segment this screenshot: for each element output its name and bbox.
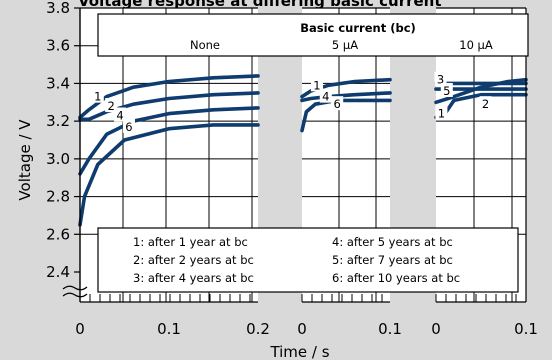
curve-label-bg xyxy=(440,82,453,97)
series-line-6 xyxy=(78,123,260,227)
y-tick-label: 3.2 xyxy=(46,112,70,130)
y-axis-title: Voltage / V xyxy=(16,119,34,201)
curve-key-entry-6: 6: after 10 years at bc xyxy=(332,271,460,285)
curve-label-4: 4 xyxy=(322,90,329,104)
curve-label-2: 2 xyxy=(482,97,489,111)
curve-key-entry-4: 4: after 5 years at bc xyxy=(332,235,453,249)
curve-label-bg xyxy=(91,88,104,103)
curve-label-bg xyxy=(122,118,135,133)
curve-key-entry-1: 1: after 1 year at bc xyxy=(133,235,248,249)
legend-entry-5ua: 5 µA xyxy=(332,38,358,52)
curve-key-entry-2: 2: after 2 years at bc xyxy=(133,253,254,267)
curve-key-entry-3: 3: after 4 years at bc xyxy=(133,271,254,285)
y-tick-label: 3.8 xyxy=(46,0,70,17)
curve-label-1: 1 xyxy=(94,90,101,104)
y-tick-label: 3.6 xyxy=(46,37,70,55)
legend: Basic current (bc) None 5 µA 10 µA xyxy=(97,13,529,57)
x-tick-label: 0.1 xyxy=(514,320,538,338)
legend-title: Basic current (bc) xyxy=(300,21,416,35)
curve-label-1: 1 xyxy=(313,78,320,92)
curve-label-1: 1 xyxy=(438,107,445,121)
y-tick-label: 3.0 xyxy=(46,150,70,168)
curve-label-bg xyxy=(479,96,492,111)
x-tick-label: 0 xyxy=(431,320,441,338)
curve-label-bg xyxy=(435,105,448,120)
curve-label-bg xyxy=(310,77,323,92)
legend-entry-none: None xyxy=(190,38,220,52)
chart-title: Voltage response at differing basic curr… xyxy=(78,0,442,10)
series-line-1 xyxy=(78,74,260,120)
tick-labels: 2.4 2.6 2.8 3.0 3.2 3.4 3.6 3.8 0 0.1 0.2 0 0.1 0 0.1 xyxy=(46,0,538,338)
series-line-2 xyxy=(78,91,260,122)
curve-key-entry-5: 5: after 7 years at bc xyxy=(332,253,453,267)
x-tick-label: 0 xyxy=(75,320,85,338)
x-tick-label: 0.1 xyxy=(157,320,181,338)
series-line-1 xyxy=(300,77,392,99)
curve-label-6: 6 xyxy=(125,120,132,134)
x-tick-label: 0.1 xyxy=(378,320,402,338)
curve-label-2: 2 xyxy=(107,99,114,113)
legend-box xyxy=(97,13,529,57)
series-line-2 xyxy=(434,77,528,105)
curve-label-4: 4 xyxy=(116,108,123,122)
curve-key-box xyxy=(97,227,519,293)
y-tick-label: 2.8 xyxy=(46,188,70,206)
curve-label-6: 6 xyxy=(334,97,341,111)
y-tick-label: 3.4 xyxy=(46,74,70,92)
legend-entry-10ua: 10 µA xyxy=(459,38,493,52)
curve-label-bg xyxy=(319,88,332,103)
x-tick-label: 0 xyxy=(297,320,307,338)
x-tick-label: 0.2 xyxy=(246,320,270,338)
x-axis-title: Time / s xyxy=(269,343,329,360)
curve-label-bg xyxy=(434,71,447,86)
curve-label-bg xyxy=(331,96,344,111)
curve-key: 1: after 1 year at bc 2: after 2 years a… xyxy=(97,227,519,293)
curve-label-3: 3 xyxy=(437,73,444,87)
y-tick-label: 2.6 xyxy=(46,225,70,243)
y-tick-label: 2.4 xyxy=(46,263,70,281)
curve-label-bg xyxy=(114,107,127,122)
curve-label-5: 5 xyxy=(443,84,450,98)
axis-break-icon xyxy=(62,285,88,298)
